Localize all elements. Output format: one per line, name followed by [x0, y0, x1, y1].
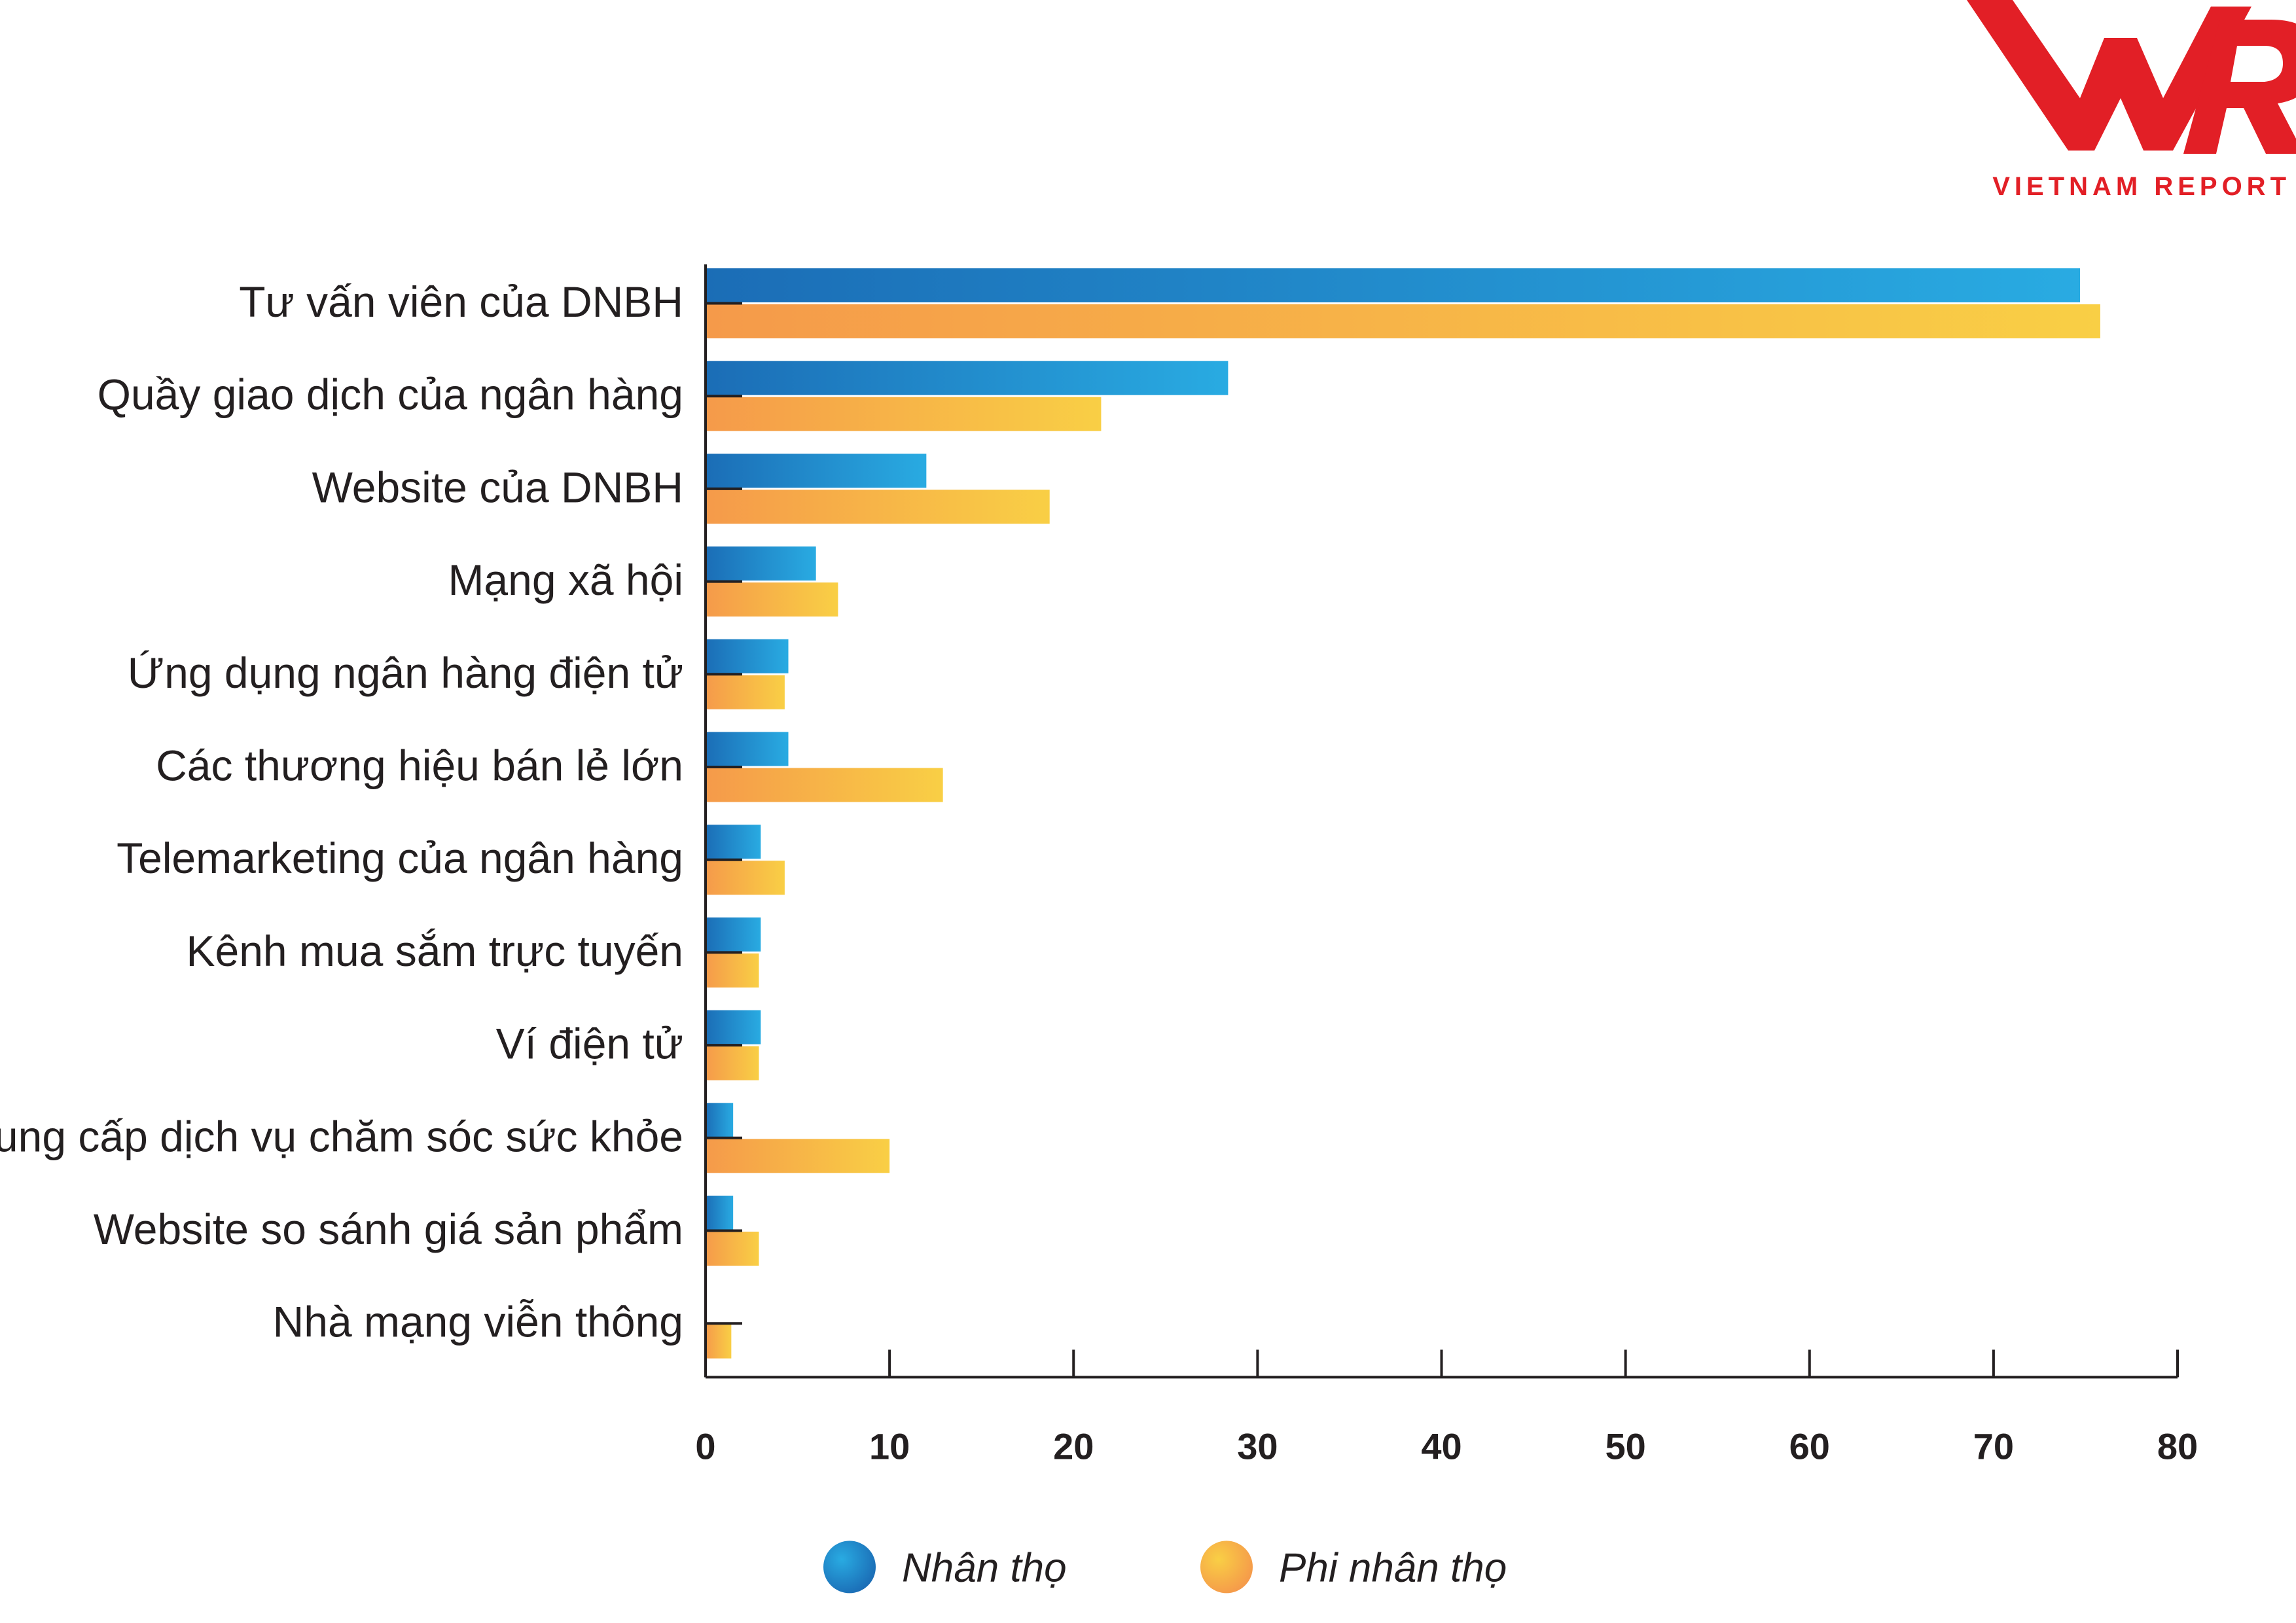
x-tick-label: 40 [1421, 1425, 1462, 1467]
category-label: Ứng dụng ngân hàng điện tử [128, 649, 683, 697]
logo-r-icon [2183, 20, 2296, 154]
bar-nhan-tho [706, 1010, 761, 1044]
bar-nhan-tho [706, 1103, 734, 1137]
category-label: Đơn vị cung cấp dịch vụ chăm sóc sức khỏ… [0, 1112, 683, 1160]
bar-nhan-tho [706, 1196, 734, 1230]
bar-phi-nhan-tho [706, 304, 2100, 338]
legend-label: Nhân thọ [902, 1545, 1067, 1590]
bar-nhan-tho [706, 825, 761, 859]
bar-nhan-tho [706, 361, 1229, 395]
logo-mark-icon [1967, 0, 2251, 151]
bar-phi-nhan-tho [706, 582, 838, 617]
bar-phi-nhan-tho [706, 1324, 732, 1359]
bar-nhan-tho [706, 639, 789, 673]
x-tick-label: 20 [1053, 1425, 1094, 1467]
category-label: Ví điện tử [496, 1020, 683, 1068]
bar-phi-nhan-tho [706, 1139, 890, 1173]
category-label: Website của DNBH [312, 463, 683, 511]
vietnam-report-logo: VIETNAM REPORT [1967, 0, 2296, 201]
bar-nhan-tho [706, 454, 927, 488]
category-label: Website so sánh giá sản phẩm [94, 1205, 683, 1253]
bar-phi-nhan-tho [706, 1232, 759, 1266]
bar-phi-nhan-tho [706, 953, 759, 988]
bar-nhan-tho [706, 732, 789, 766]
bar-phi-nhan-tho [706, 490, 1050, 524]
legend: Nhân thọ Phi nhân thọ [823, 1541, 1507, 1594]
bar-phi-nhan-tho [706, 861, 785, 895]
category-label: Quầy giao dịch của ngân hàng [98, 370, 683, 419]
bar-nhan-tho [706, 546, 816, 581]
bar-phi-nhan-tho [706, 675, 785, 709]
x-tick-label: 10 [869, 1425, 910, 1467]
bar-phi-nhan-tho [706, 397, 1102, 431]
x-tick-label: 0 [695, 1425, 715, 1467]
category-label: Telemarketing của ngân hàng [117, 834, 683, 882]
category-label: Mạng xã hội [448, 556, 683, 604]
legend-label: Phi nhân thọ [1279, 1545, 1507, 1590]
bar-phi-nhan-tho [706, 768, 943, 802]
x-tick-label: 30 [1237, 1425, 1278, 1467]
category-label: Kênh mua sắm trực tuyến [186, 927, 683, 975]
plot-area: Tư vấn viên của DNBH Quầy giao dịch của n… [0, 264, 2198, 1467]
x-tick-label: 80 [2157, 1425, 2198, 1467]
bar-nhan-tho [706, 917, 761, 952]
category-label: Nhà mạng viễn thông [273, 1298, 683, 1346]
legend-marker-phi-nhan-tho [1200, 1541, 1253, 1594]
legend-marker-nhan-tho [823, 1541, 876, 1594]
category-label: Các thương hiệu bán lẻ lớn [156, 741, 683, 790]
logo-text: VIETNAM REPORT [1992, 172, 2291, 201]
category-label: Tư vấn viên của DNBH [239, 277, 683, 326]
bar-phi-nhan-tho [706, 1046, 759, 1080]
x-tick-label: 60 [1789, 1425, 1830, 1467]
x-tick-label: 50 [1605, 1425, 1645, 1467]
bar-nhan-tho [706, 268, 2081, 302]
x-tick-label: 70 [1973, 1425, 2014, 1467]
